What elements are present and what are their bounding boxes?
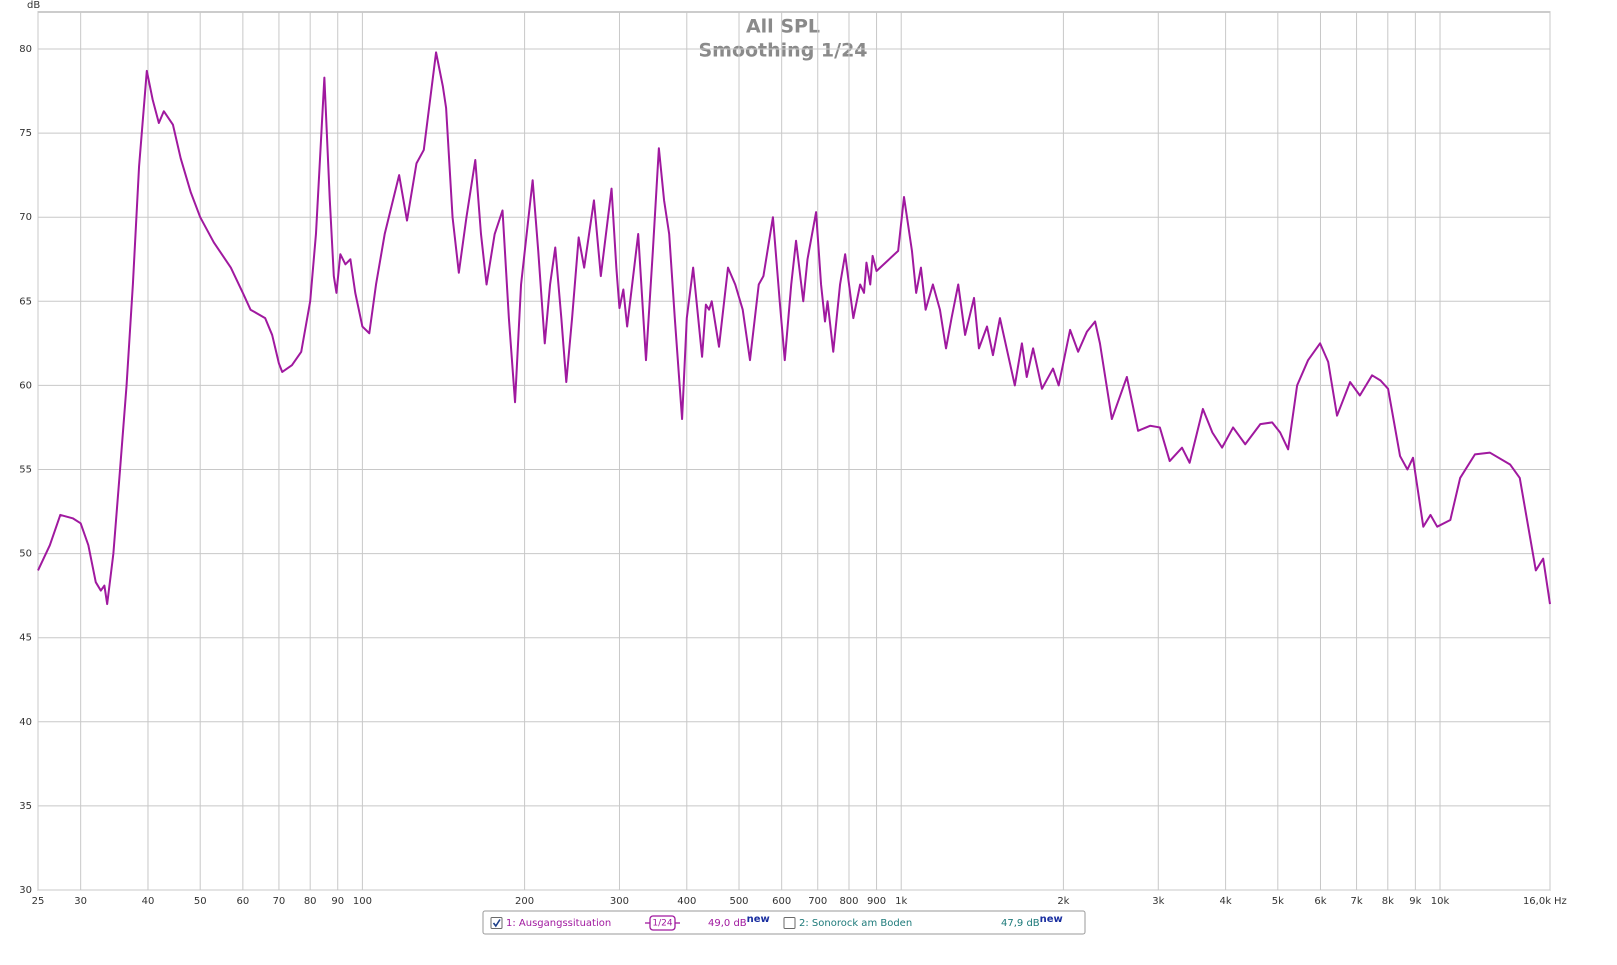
x-tick-label: 70 [273, 896, 286, 907]
legend-item: 1: Ausgangssituation 1/24 49,0 dB new [490, 914, 770, 931]
x-tick-label: 200 [515, 896, 534, 907]
legend-badge: new [747, 914, 770, 925]
y-axis-label: dB [27, 0, 40, 11]
x-tick-label: 400 [677, 896, 696, 907]
x-tick-label: 800 [839, 896, 858, 907]
legend-item: 2: Sonorock am Boden 47,9 dB new [783, 914, 1063, 929]
x-tick-label: 900 [867, 896, 886, 907]
x-tick-label: 9k [1409, 896, 1421, 907]
legend-label: 2: Sonorock am Boden [799, 918, 912, 929]
x-tick-label: 300 [610, 896, 629, 907]
x-tick-label: 6k [1314, 896, 1326, 907]
x-tick-label: 1k [895, 896, 907, 907]
y-tick-label: 30 [19, 885, 32, 896]
x-tick-label: 100 [353, 896, 372, 907]
chart-title: All SPL [746, 16, 820, 38]
y-tick-label: 80 [19, 44, 32, 55]
x-tick-label: 80 [304, 896, 317, 907]
legend-reading: 47,9 dB [1001, 918, 1040, 929]
x-tick-label: 16,0k [1523, 896, 1551, 907]
y-tick-label: 55 [19, 465, 32, 476]
x-tick-label: 600 [772, 896, 791, 907]
checkbox [490, 917, 503, 929]
x-tick-label: 25 [32, 896, 45, 907]
checkmark [492, 919, 501, 928]
y-tick-label: 45 [19, 633, 32, 644]
spl-line [37, 51, 1551, 606]
x-tick-label: 30 [74, 896, 87, 907]
x-tick-label: 500 [729, 896, 748, 907]
legend-label: 1: Ausgangssituation [506, 918, 611, 929]
x-tick-label: 7k [1350, 896, 1362, 907]
checkbox [783, 917, 796, 929]
x-tick-label: 4k [1220, 896, 1232, 907]
legend-badge: new [1040, 914, 1063, 925]
x-tick-label: 2k [1057, 896, 1069, 907]
y-tick-label: 50 [19, 549, 32, 560]
x-tick-label: 40 [142, 896, 155, 907]
x-axis-label: Hz [1554, 896, 1567, 907]
chart-subtitle: Smoothing 1/24 [698, 40, 867, 62]
y-tick-label: 60 [19, 380, 32, 391]
grid [37, 12, 1551, 891]
y-tick-label: 70 [19, 212, 32, 223]
x-tick-label: 10k [1431, 896, 1450, 907]
x-tick-label: 60 [236, 896, 249, 907]
x-tick-label: 8k [1382, 896, 1394, 907]
y-tick-label: 65 [19, 296, 32, 307]
y-tick-label: 35 [19, 801, 32, 812]
y-tick-label: 40 [19, 717, 32, 728]
x-tick-label: 3k [1152, 896, 1164, 907]
legend-reading: 49,0 dB [708, 918, 747, 929]
x-tick-label: 5k [1272, 896, 1284, 907]
x-tick-label: 90 [331, 896, 344, 907]
smoothing-label: 1/24 [652, 919, 672, 929]
plot-area [37, 11, 1551, 891]
x-tick-label: 700 [808, 896, 827, 907]
y-tick-label: 75 [19, 128, 32, 139]
x-tick-label: 50 [194, 896, 207, 907]
